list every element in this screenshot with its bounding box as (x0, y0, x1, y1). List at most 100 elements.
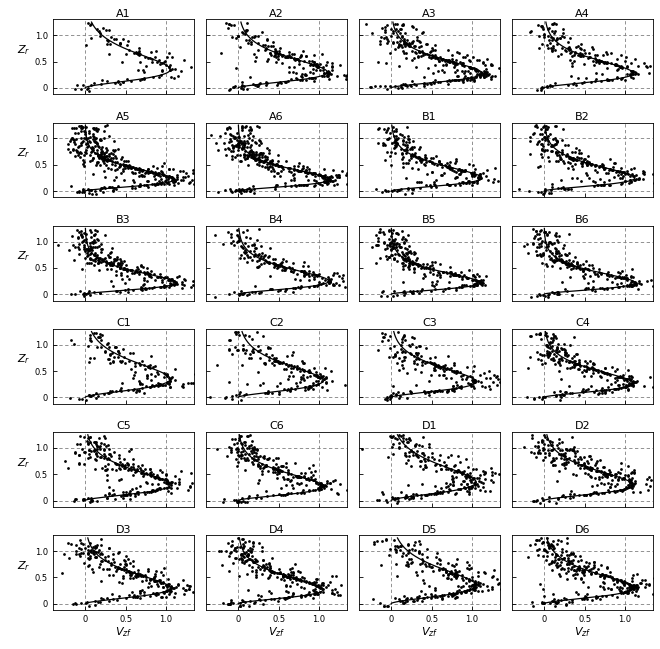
Point (453, 178, 464, 188)
Point (548, 536, 558, 546)
Point (131, 487, 142, 498)
Point (397, 32, 407, 42)
Point (295, 582, 306, 593)
Point (269, 51, 279, 62)
Point (316, 180, 327, 191)
Point (298, 487, 309, 498)
Point (407, 287, 417, 297)
Point (575, 361, 585, 371)
Point (245, 554, 255, 564)
Point (314, 168, 324, 178)
Point (140, 489, 150, 499)
Point (304, 367, 315, 377)
Point (265, 42, 276, 52)
Point (542, 134, 552, 145)
Point (497, 274, 508, 284)
Point (393, 438, 404, 448)
Point (271, 380, 282, 391)
Point (479, 469, 490, 479)
Point (626, 72, 637, 82)
Point (614, 173, 625, 183)
Point (550, 497, 561, 508)
Point (123, 465, 133, 475)
Point (282, 360, 293, 371)
Point (178, 172, 188, 182)
Point (412, 593, 422, 603)
Point (417, 566, 428, 576)
Point (89, 248, 100, 258)
Point (112, 254, 122, 264)
Point (242, 550, 253, 561)
Point (164, 378, 174, 389)
Point (91, 547, 102, 557)
Point (282, 52, 293, 62)
Point (79, 288, 89, 298)
Point (428, 153, 439, 163)
Point (582, 156, 593, 167)
Point (238, 136, 249, 146)
Point (102, 154, 112, 165)
Point (217, 61, 228, 71)
Point (145, 470, 155, 480)
Point (104, 387, 115, 398)
Point (610, 384, 621, 395)
Point (323, 172, 334, 182)
Point (139, 275, 149, 286)
Point (262, 387, 273, 398)
Point (543, 136, 553, 146)
Point (541, 341, 552, 351)
Point (420, 589, 430, 600)
Point (432, 591, 442, 602)
Point (180, 585, 191, 595)
Point (570, 47, 580, 58)
Point (104, 445, 114, 455)
Point (244, 183, 254, 193)
Point (397, 276, 408, 287)
Point (248, 130, 259, 141)
Point (108, 34, 119, 44)
Point (569, 56, 579, 66)
Point (444, 277, 455, 288)
Point (388, 27, 399, 38)
Point (552, 598, 562, 608)
Point (564, 556, 574, 567)
Point (154, 380, 164, 391)
Point (100, 441, 111, 452)
Point (278, 254, 288, 264)
Point (87, 134, 98, 145)
Point (139, 67, 149, 78)
Point (408, 288, 418, 298)
Point (451, 270, 461, 280)
Point (568, 49, 579, 60)
Point (469, 585, 479, 595)
Point (507, 61, 517, 71)
Point (411, 32, 422, 42)
Point (253, 538, 264, 548)
Point (113, 77, 123, 88)
Point (439, 366, 449, 376)
Point (623, 579, 634, 589)
Point (193, 477, 204, 487)
Point (84, 449, 94, 459)
Point (397, 258, 407, 268)
Point (259, 45, 270, 55)
Point (409, 151, 419, 161)
Point (244, 535, 254, 546)
Point (393, 82, 403, 93)
Point (108, 556, 119, 567)
Point (376, 336, 387, 346)
Point (104, 49, 115, 59)
Point (628, 583, 639, 593)
Point (489, 174, 500, 184)
Point (190, 587, 201, 597)
Point (83, 357, 94, 367)
Point (273, 357, 283, 367)
Point (556, 354, 567, 365)
Point (122, 264, 133, 275)
Point (184, 584, 195, 594)
Point (428, 489, 439, 499)
Point (624, 585, 634, 595)
Point (536, 355, 546, 365)
Point (536, 533, 546, 543)
Point (602, 57, 612, 67)
